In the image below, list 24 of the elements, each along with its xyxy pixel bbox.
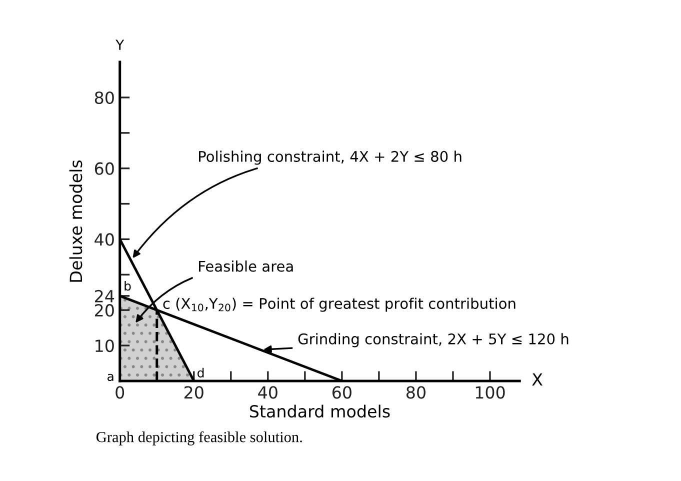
x-axis-title: Standard models [250,404,390,418]
x-tick-label: 60 [332,386,352,399]
y-axis-title: Deluxe models [69,160,82,282]
annotation: d [198,368,204,378]
annotation: Grinding constraint, 2X + 5Y ≤ 120 h [298,333,568,348]
annotation: c (X$_{10}$,Y$_{20}$) = Point of greatest profit contribution [163,298,516,312]
y-tick-label: 60 [94,162,114,175]
x-tick-label: 20 [184,386,204,399]
x-tick-label: 80 [406,386,426,399]
annotation: b [124,281,131,291]
x-tick-label: 100 [476,386,505,399]
x-tick-label: 40 [258,386,278,399]
y-tick-label: 10 [96,339,114,352]
annotation: a [108,374,114,382]
y-tick-label: 20 [95,304,114,317]
text: Y [116,40,124,50]
text: X [532,373,542,386]
annotation: Polishing constraint, 4X + 2Y ≤ 80 h [199,150,462,165]
annotation: Feasible area [199,260,293,272]
y-tick-label: 24 [95,290,114,302]
y-tick-label: 80 [94,91,114,104]
text: Graph depicting feasible solution. [96,431,302,446]
x-tick-label: 0 [116,386,124,399]
y-tick-label: 40 [94,233,114,246]
